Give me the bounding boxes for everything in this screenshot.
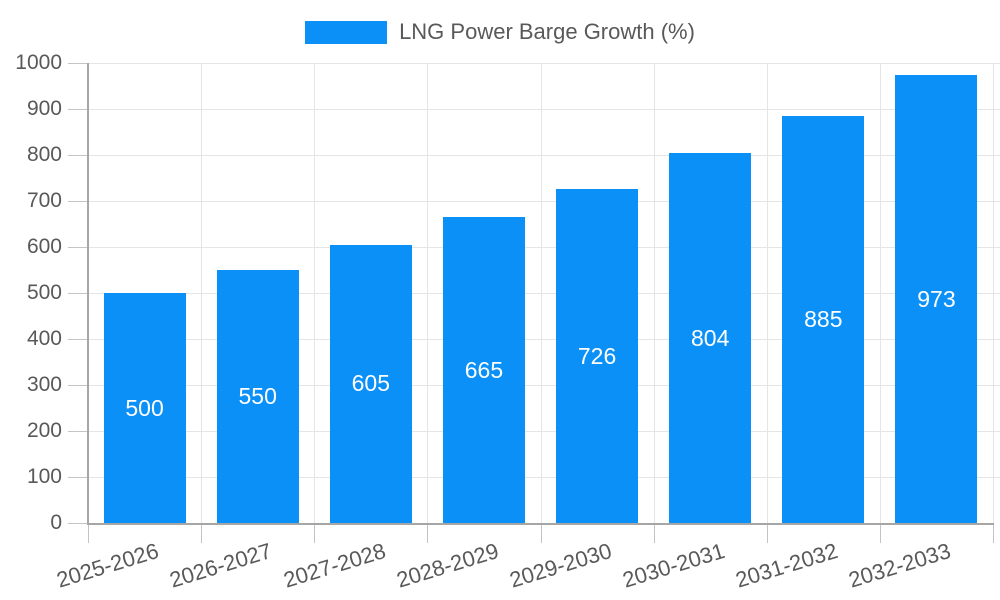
x-tick-label-2026-2027: 2026-2027	[167, 538, 275, 593]
x-tick-label-2028-2029: 2028-2029	[393, 538, 502, 593]
bar-value-label: 500	[125, 394, 164, 421]
y-tick-label: 0	[50, 511, 62, 534]
y-axis-tick	[68, 431, 88, 432]
bar-value-label: 550	[238, 383, 277, 409]
bar-value-label: 605	[351, 370, 390, 397]
gridline-horizontal	[88, 431, 1000, 432]
x-tick-label-2029-2030: 2029-2030	[506, 538, 615, 593]
gridline-vertical	[653, 63, 655, 523]
x-axis-tick	[993, 523, 994, 543]
y-tick-label: 700	[26, 189, 62, 212]
x-axis-tick	[653, 523, 655, 543]
y-axis-tick	[68, 63, 88, 64]
legend-swatch	[305, 20, 388, 44]
x-axis-tick	[766, 523, 768, 543]
y-axis-tick	[68, 155, 88, 156]
gridline-vertical	[879, 63, 881, 523]
y-axis-tick	[68, 523, 88, 524]
x-axis-tick	[427, 523, 429, 543]
y-axis-tick	[68, 109, 88, 110]
gridline-horizontal	[88, 385, 1000, 386]
gridline-vertical	[540, 63, 542, 523]
y-axis-line	[87, 63, 89, 525]
x-tick-label-2031-2032: 2031-2032	[732, 538, 841, 593]
gridline-horizontal	[88, 339, 1000, 340]
bar-2026-2027: 550	[216, 270, 299, 523]
gridline-vertical	[427, 63, 429, 523]
y-axis-tick	[68, 477, 88, 478]
y-axis-tick	[68, 385, 88, 386]
gridline-vertical	[201, 63, 203, 523]
y-tick-label: 500	[26, 281, 62, 304]
x-axis-tick	[201, 523, 203, 543]
x-tick-label-2027-2028: 2027-2028	[280, 538, 389, 593]
y-tick-label: 100	[26, 465, 62, 488]
x-axis-tick	[314, 523, 316, 543]
x-axis-line	[87, 523, 994, 525]
bar-value-label: 804	[691, 324, 730, 351]
bar-2028-2029: 665	[442, 217, 525, 523]
gridline-horizontal	[88, 109, 1000, 110]
y-axis-tick	[68, 339, 88, 340]
legend-item[interactable]: LNG Power Barge Growth (%)	[0, 18, 1000, 46]
x-axis-tick	[540, 523, 542, 543]
bar-2027-2028: 605	[329, 244, 412, 523]
gridline-horizontal	[88, 201, 1000, 202]
bar-2031-2032: 885	[782, 115, 865, 523]
gridline-horizontal	[88, 477, 1000, 478]
gridline-horizontal	[88, 155, 1000, 156]
y-tick-label: 200	[26, 419, 62, 442]
bar-2032-2033: 973	[895, 75, 978, 523]
y-axis-tick	[68, 247, 88, 248]
bar-value-label: 973	[917, 285, 956, 312]
gridline-horizontal	[88, 293, 1000, 294]
y-axis-tick	[68, 293, 88, 294]
y-tick-label: 1000	[15, 51, 62, 74]
y-axis-tick	[68, 201, 88, 202]
bar-2030-2031: 804	[669, 153, 752, 523]
bar-2029-2030: 726	[556, 189, 639, 523]
y-tick-label: 600	[26, 235, 62, 258]
bar-2025-2026: 500	[103, 293, 186, 523]
y-tick-label: 800	[26, 143, 62, 166]
bar-value-label: 885	[804, 305, 843, 332]
bar-value-label: 665	[464, 356, 504, 383]
x-tick-label-2025-2026: 2025-2026	[53, 538, 162, 593]
gridline-horizontal	[88, 63, 1000, 64]
x-tick-label-2030-2031: 2030-2031	[619, 538, 728, 593]
x-tick-label-2032-2033: 2032-2033	[845, 538, 954, 593]
y-tick-label: 900	[26, 97, 62, 120]
y-tick-label: 400	[26, 327, 62, 350]
x-axis-tick	[879, 523, 881, 543]
x-axis-tick	[88, 523, 89, 543]
gridline-vertical	[766, 63, 768, 523]
gridline-horizontal	[88, 247, 1000, 248]
legend-label: LNG Power Barge Growth (%)	[399, 19, 695, 44]
gridline-vertical	[314, 63, 316, 523]
bar-value-label: 726	[577, 342, 617, 369]
y-tick-label: 300	[26, 373, 62, 396]
gridline-vertical	[993, 63, 994, 523]
